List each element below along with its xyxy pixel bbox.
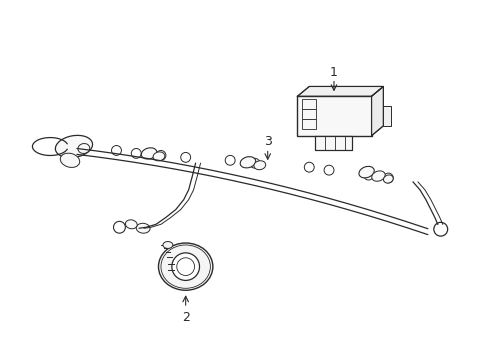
Circle shape [249, 158, 259, 168]
Bar [383, 106, 390, 126]
Polygon shape [371, 86, 383, 136]
Circle shape [304, 162, 314, 172]
Circle shape [324, 165, 333, 175]
Ellipse shape [240, 157, 255, 168]
Bar [302, 119, 316, 129]
Ellipse shape [141, 148, 157, 159]
Text: 2: 2 [182, 311, 189, 324]
Text: 3: 3 [263, 135, 271, 148]
Ellipse shape [136, 223, 150, 233]
Circle shape [433, 222, 447, 236]
Bar [302, 109, 316, 119]
Circle shape [171, 253, 199, 280]
Ellipse shape [383, 175, 392, 183]
Ellipse shape [153, 152, 164, 161]
Circle shape [181, 152, 190, 162]
Circle shape [383, 173, 392, 183]
Circle shape [363, 170, 373, 180]
Bar [302, 99, 316, 109]
Ellipse shape [55, 135, 92, 158]
Polygon shape [315, 136, 351, 150]
Ellipse shape [253, 161, 265, 170]
Circle shape [177, 258, 194, 275]
Circle shape [156, 150, 165, 160]
Polygon shape [297, 86, 383, 96]
Text: 1: 1 [329, 66, 337, 79]
Circle shape [225, 156, 235, 165]
Bar [297, 96, 371, 136]
Ellipse shape [125, 220, 137, 229]
Ellipse shape [60, 153, 80, 167]
Circle shape [111, 145, 121, 156]
Ellipse shape [371, 171, 385, 181]
Ellipse shape [358, 166, 373, 178]
Ellipse shape [78, 144, 90, 153]
Ellipse shape [158, 243, 212, 290]
Circle shape [113, 221, 125, 233]
Ellipse shape [163, 242, 172, 248]
Circle shape [131, 148, 141, 158]
